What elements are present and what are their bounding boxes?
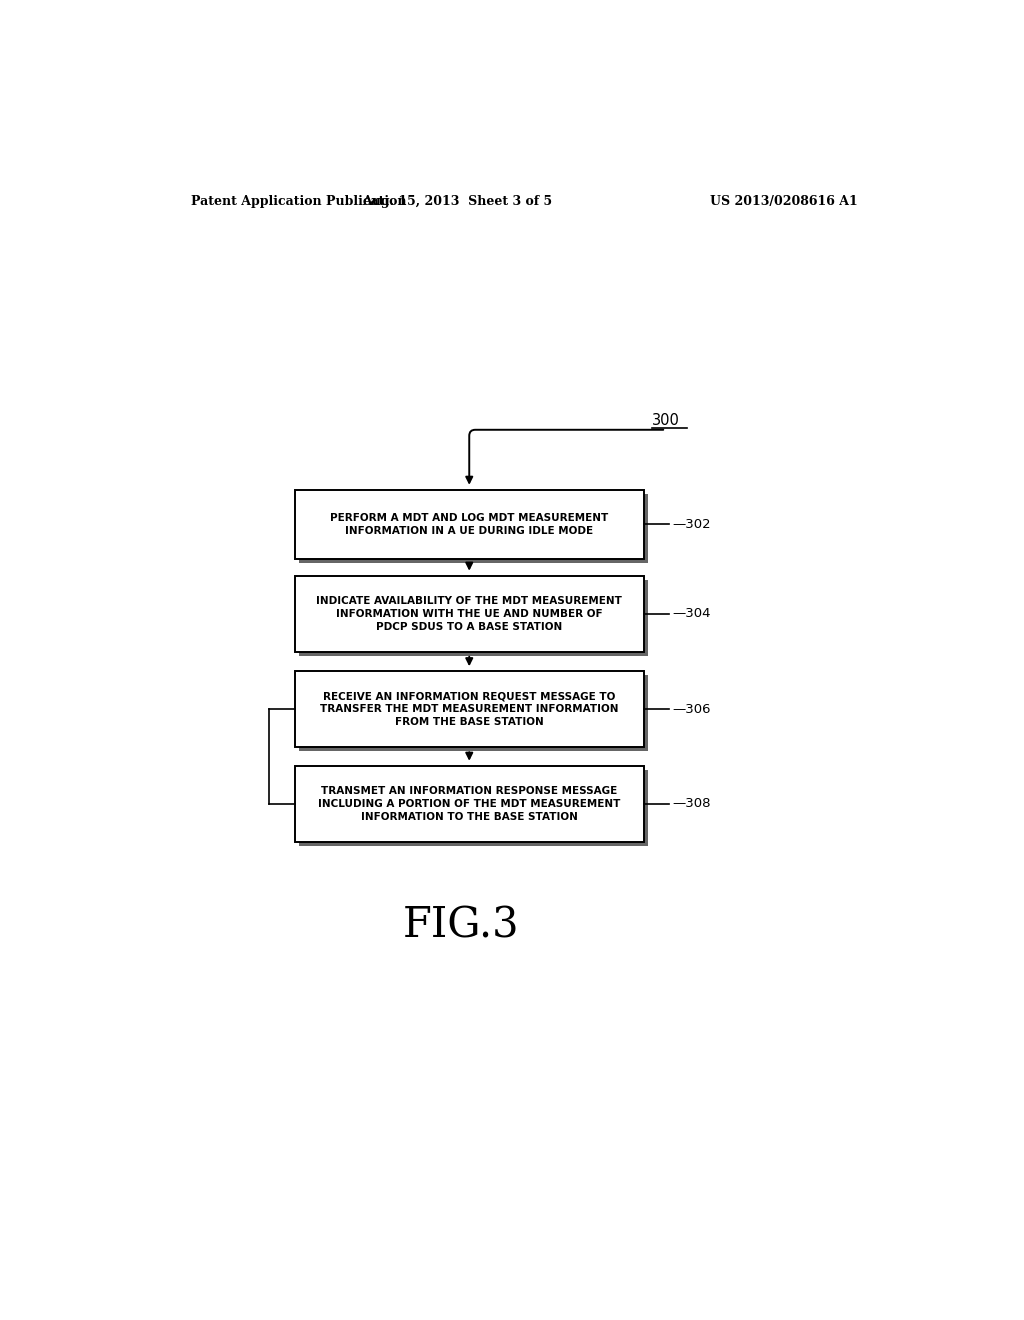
Text: 300: 300 (652, 413, 680, 428)
Bar (295, 671, 644, 747)
Text: TRANSMET AN INFORMATION RESPONSE MESSAGE
INCLUDING A PORTION OF THE MDT MEASUREM: TRANSMET AN INFORMATION RESPONSE MESSAGE… (318, 785, 621, 822)
Text: US 2013/0208616 A1: US 2013/0208616 A1 (711, 194, 858, 207)
Bar (299, 676, 648, 751)
Bar (295, 490, 644, 558)
Text: —308: —308 (673, 797, 711, 810)
Text: —306: —306 (673, 702, 711, 715)
Bar (299, 770, 648, 846)
Text: RECEIVE AN INFORMATION REQUEST MESSAGE TO
TRANSFER THE MDT MEASUREMENT INFORMATI: RECEIVE AN INFORMATION REQUEST MESSAGE T… (319, 692, 618, 727)
Text: —302: —302 (673, 517, 711, 531)
Text: Patent Application Publication: Patent Application Publication (191, 194, 407, 207)
Text: Aug. 15, 2013  Sheet 3 of 5: Aug. 15, 2013 Sheet 3 of 5 (362, 194, 552, 207)
Bar (299, 579, 648, 656)
Text: FIG.3: FIG.3 (403, 904, 519, 946)
Bar (299, 494, 648, 562)
Text: —304: —304 (673, 607, 711, 620)
Bar (295, 766, 644, 842)
Text: INDICATE AVAILABILITY OF THE MDT MEASUREMENT
INFORMATION WITH THE UE AND NUMBER : INDICATE AVAILABILITY OF THE MDT MEASURE… (316, 595, 623, 632)
Bar (295, 576, 644, 652)
Text: PERFORM A MDT AND LOG MDT MEASUREMENT
INFORMATION IN A UE DURING IDLE MODE: PERFORM A MDT AND LOG MDT MEASUREMENT IN… (330, 512, 608, 536)
